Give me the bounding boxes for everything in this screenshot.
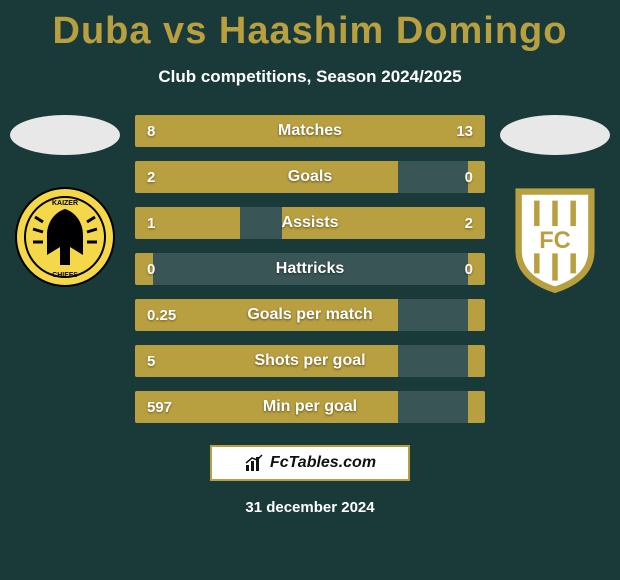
svg-text:FC: FC: [539, 228, 571, 254]
right-player-column: FC: [490, 115, 620, 287]
stat-label: Hattricks: [276, 260, 344, 278]
stat-label: Goals: [288, 168, 332, 186]
stat-value-left: 0.25: [147, 307, 176, 324]
stat-value-left: 2: [147, 169, 155, 186]
stat-value-left: 5: [147, 353, 155, 370]
stat-label: Min per goal: [263, 398, 357, 416]
svg-text:KAIZER: KAIZER: [52, 200, 78, 207]
page-title: Duba vs Haashim Domingo: [0, 0, 620, 53]
stat-bar-right: [468, 345, 486, 377]
right-player-photo: [500, 115, 610, 155]
stat-value-left: 8: [147, 123, 155, 140]
stat-label: Goals per match: [247, 306, 372, 324]
stat-bar-right: [468, 299, 486, 331]
stat-value-right: 2: [465, 215, 473, 232]
stat-label: Shots per goal: [254, 352, 365, 370]
stat-row: 597 Min per goal: [135, 391, 485, 423]
stat-value-right: 0: [465, 169, 473, 186]
comparison-container: KAIZER CHIEFS 8 13 Matches 2 0 Goals 1 2 Assists…: [0, 115, 620, 423]
stat-value-right: 13: [456, 123, 473, 140]
stat-label: Matches: [278, 122, 342, 140]
stat-value-right: 0: [465, 261, 473, 278]
stat-row: 2 0 Goals: [135, 161, 485, 193]
kaizer-chiefs-icon: KAIZER CHIEFS: [15, 187, 115, 287]
stat-row: 1 2 Assists: [135, 207, 485, 239]
page-subtitle: Club competitions, Season 2024/2025: [0, 67, 620, 87]
stat-value-left: 1: [147, 215, 155, 232]
stat-bar-right: [468, 391, 486, 423]
left-player-column: KAIZER CHIEFS: [0, 115, 130, 287]
stat-bar-left: [135, 161, 398, 193]
stat-row: 5 Shots per goal: [135, 345, 485, 377]
stat-row: 0.25 Goals per match: [135, 299, 485, 331]
footer-date: 31 december 2024: [0, 499, 620, 516]
stats-list: 8 13 Matches 2 0 Goals 1 2 Assists 0 0 Hattricks 0.2…: [130, 115, 490, 423]
fctables-brand: FcTables.com: [210, 445, 410, 481]
stat-value-left: 597: [147, 399, 172, 416]
chart-icon: [244, 453, 264, 473]
left-player-photo: [10, 115, 120, 155]
stat-row: 0 0 Hattricks: [135, 253, 485, 285]
svg-text:CHIEFS: CHIEFS: [52, 272, 78, 279]
left-club-logo: KAIZER CHIEFS: [15, 187, 115, 287]
stat-label: Assists: [282, 214, 339, 232]
fc-shield-icon: FC: [505, 177, 605, 297]
right-club-logo: FC: [505, 187, 605, 287]
stat-row: 8 13 Matches: [135, 115, 485, 147]
stat-value-left: 0: [147, 261, 155, 278]
brand-text: FcTables.com: [270, 454, 376, 472]
